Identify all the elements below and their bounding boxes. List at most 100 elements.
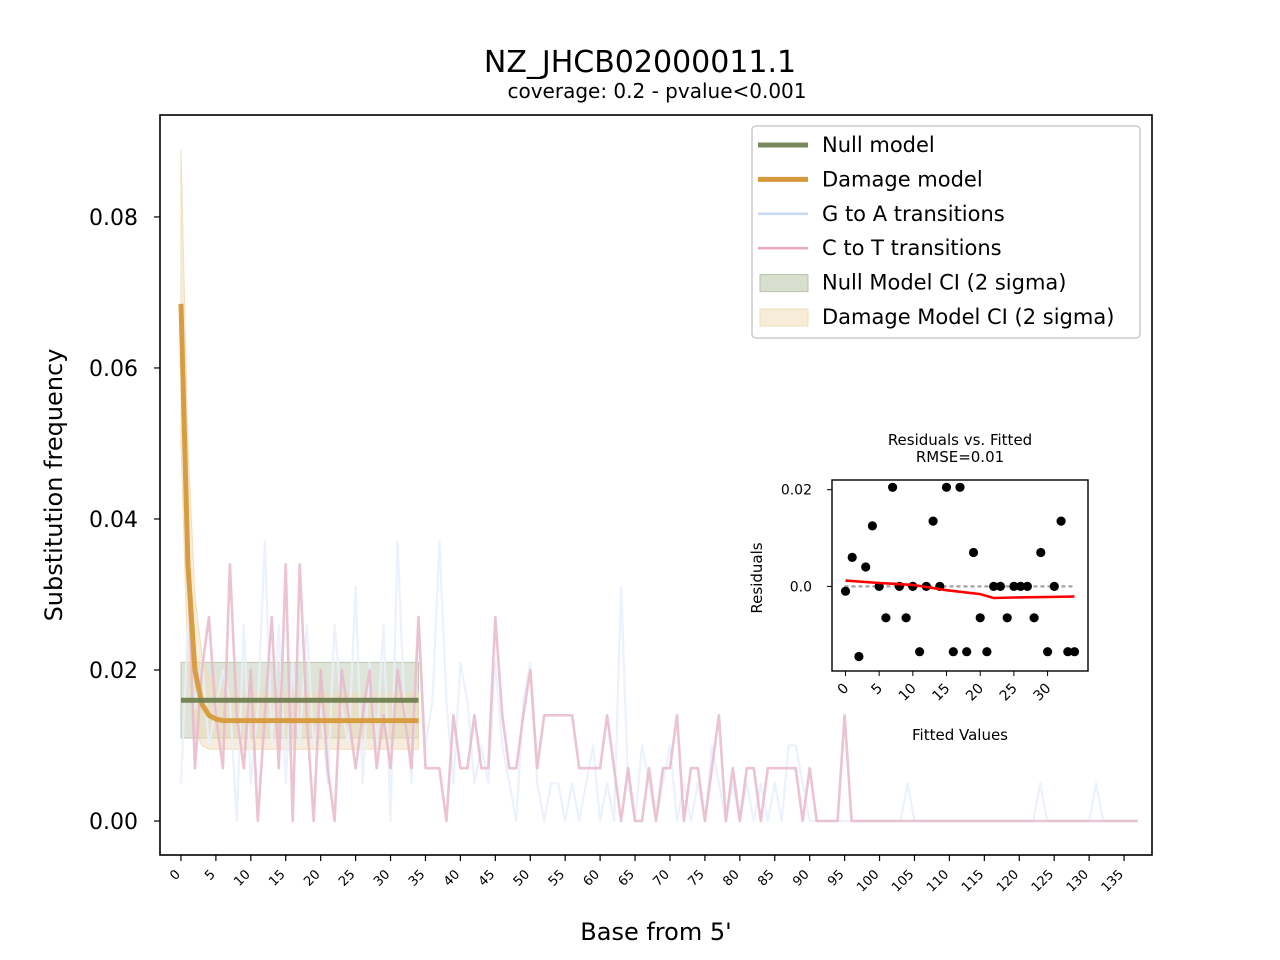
residual-point [1063,647,1073,657]
inset-x-tick-label: 20 [963,681,987,705]
y-axis-ticks: 0.00 0.02 0.04 0.06 0.08 [89,206,160,835]
chart-subtitle: coverage: 0.2 - pvalue<0.001 [507,79,806,103]
legend-label: Damage Model CI (2 sigma) [822,305,1114,329]
residual-point [915,647,925,657]
x-tick-label: 65 [616,867,638,889]
residual-point [1016,581,1026,592]
x-tick-label: 45 [476,867,498,889]
inset-x-tick-label: 25 [997,681,1021,705]
legend-item: Damage model [758,167,983,191]
inset-x-tick-label: 15 [929,681,953,705]
y-tick-label: 0.00 [89,810,138,835]
residual-point [1056,516,1066,526]
x-tick-label: 15 [266,867,288,889]
x-tick-label: 55 [546,867,568,889]
legend-item: C to T transitions [758,236,1002,260]
legend-label: Damage model [822,167,983,191]
x-tick-label: 80 [720,867,742,889]
x-tick-label: 50 [511,867,533,889]
legend-label: C to T transitions [822,236,1002,260]
inset-y-tick-label: 0.02 [781,483,812,499]
residual-point [955,482,965,492]
inset-residual-chart: Residuals vs. Fitted RMSE=0.01 0 5 10 15 20 2… [748,431,1089,744]
legend-item: G to A transitions [758,202,1005,226]
residual-point [1029,613,1039,623]
x-tick-label: 75 [685,867,707,889]
x-tick-label: 70 [650,867,672,889]
x-tick-label: 100 [854,867,882,895]
x-tick-label: 130 [1064,867,1092,895]
legend-swatch [759,308,809,327]
legend-label: Null model [822,133,935,157]
x-tick-label: 115 [959,867,987,895]
x-tick-label: 120 [994,867,1022,895]
x-tick-label: 35 [406,867,428,889]
damage-model-line [178,303,419,724]
residual-point [854,651,864,662]
legend-label: Null Model CI (2 sigma) [822,271,1066,295]
legend-swatch [759,274,809,293]
residual-point [962,647,972,657]
data-series [178,303,1138,823]
legend-item: Damage Model CI (2 sigma) [759,305,1114,329]
residual-point [1069,647,1080,657]
x-tick-label: 85 [755,867,777,889]
legend: Null model Damage model G to A transitions… [751,125,1141,339]
residual-point [901,613,911,623]
x-tick-label: 125 [1029,867,1057,895]
inset-subtitle: RMSE=0.01 [916,448,1004,466]
x-axis-label: Base from 5' [580,918,731,946]
residual-point [1009,581,1019,592]
x-tick-label: 40 [441,867,463,889]
legend-label: G to A transitions [822,202,1005,226]
legend-item: Null Model CI (2 sigma) [759,271,1066,295]
x-tick-label: 0 [167,867,183,883]
residual-point [995,581,1006,592]
x-tick-label: 105 [889,867,917,895]
inset-x-tick-label: 30 [1030,681,1054,705]
x-tick-label: 60 [581,867,603,889]
x-tick-label: 135 [1099,867,1127,895]
legend-item: Null model [758,133,935,157]
legend-frame [751,125,1141,339]
c-to-t-series-line [179,307,1138,823]
inset-y-tick-label: 0.0 [790,579,812,595]
residual-point [840,586,851,596]
x-tick-label: 20 [301,867,323,889]
residual-point [1022,581,1032,592]
residual-point [928,516,938,526]
x-tick-label: 30 [371,867,393,889]
plot-area-frame [159,114,1153,856]
inset-x-tick-label: 5 [868,681,886,699]
residual-point [1002,613,1012,623]
residual-point [941,482,952,492]
y-tick-label: 0.02 [89,659,138,684]
x-tick-label: 25 [336,867,358,889]
residual-point [982,647,992,657]
inset-x-ticks: 0 5 10 15 20 25 30 [835,671,1054,705]
x-axis-ticks: 0 5 10 15 20 25 30 35 40 45 50 55 60 65 70 75 80 85 90 95 10… [167,855,1127,895]
inset-x-label: Fitted Values [912,726,1008,744]
confidence-bands [180,148,419,750]
residual-point [989,581,999,592]
inset-x-tick-label: 10 [896,681,920,705]
residual-point [975,613,985,623]
residual-point [968,547,979,558]
residual-point [888,482,898,492]
x-tick-label: 5 [202,867,218,883]
inset-title: Residuals vs. Fitted [888,431,1032,449]
residual-point [861,562,871,572]
x-tick-label: 90 [790,867,812,889]
residual-point [948,647,958,657]
y-tick-label: 0.08 [89,206,138,231]
residual-point [1049,581,1059,592]
residual-trend-line [845,579,1075,600]
inset-x-tick-label: 0 [835,681,853,699]
x-tick-label: 110 [924,867,952,895]
inset-y-ticks: 0.0 0.02 [781,483,832,595]
residual-point [1043,647,1053,657]
residual-point [881,613,891,623]
inset-y-label: Residuals [748,542,766,613]
y-tick-label: 0.04 [89,508,138,533]
